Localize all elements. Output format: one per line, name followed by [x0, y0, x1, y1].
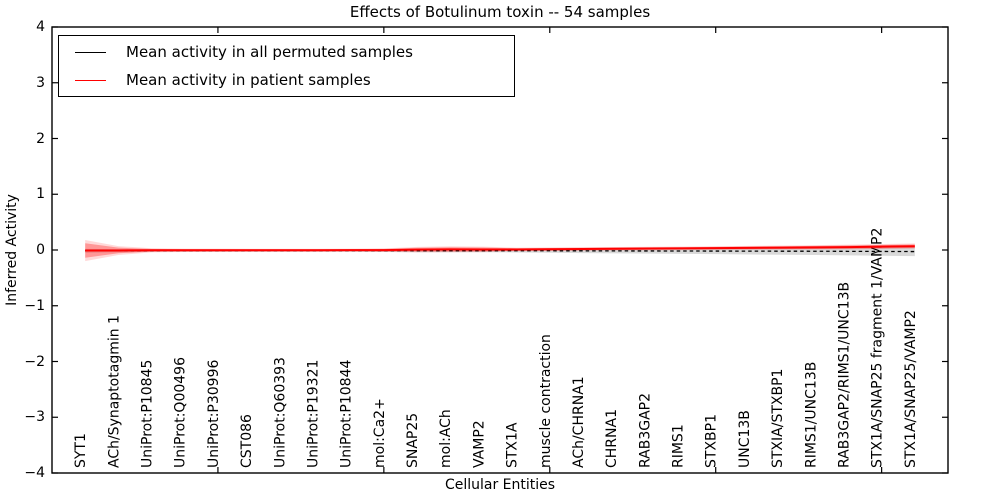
- chart-title: Effects of Botulinum toxin -- 54 samples: [349, 3, 651, 21]
- y-tick-label: −4: [24, 465, 45, 481]
- patient-mean-line: [85, 245, 915, 252]
- x-category-label: CHRNA1: [604, 409, 620, 468]
- x-category-label: UniProt:P10844: [339, 360, 355, 468]
- x-category-label: UniProt:P19321: [305, 360, 321, 468]
- patient-confidence-band-inner: [85, 243, 915, 258]
- y-tick-label: 1: [36, 186, 45, 203]
- x-category-label: ACh/Synaptotagmin 1: [106, 315, 122, 468]
- x-category-label: STX1A/SNAP25 fragment 1/VAMP2: [870, 228, 886, 468]
- x-category-label: RIMS1/UNC13B: [803, 362, 819, 468]
- x-category-label: STX1A: [505, 422, 521, 468]
- y-tick-label: 0: [36, 242, 45, 258]
- x-category-label: UniProt:P30996: [206, 360, 222, 468]
- y-tick-label: −3: [24, 409, 45, 426]
- x-category-label: STXBP1: [704, 414, 720, 468]
- x-category-label: muscle contraction: [538, 334, 554, 468]
- x-category-label: SYT1: [73, 433, 89, 468]
- y-tick-label: 3: [36, 74, 45, 91]
- x-category-label: mol:Ca2+: [372, 398, 388, 468]
- legend: Mean activity in all permuted samples Me…: [58, 35, 515, 97]
- patient-confidence-band-outer: [85, 239, 915, 262]
- x-category-label: mol:ACh: [438, 409, 454, 468]
- x-category-label: RAB3GAP2: [637, 393, 653, 468]
- patient-line-swatch: [75, 79, 106, 81]
- legend-item-permuted: Mean activity in all permuted samples: [75, 41, 514, 63]
- x-category-label: UniProt:Q00496: [173, 357, 189, 468]
- x-category-label: UniProt:P10845: [140, 360, 156, 468]
- y-tick-label: −1: [24, 297, 45, 314]
- legend-label-permuted: Mean activity in all permuted samples: [126, 43, 413, 61]
- x-category-label: RAB3GAP2/RIMS1/UNC13B: [836, 282, 852, 468]
- x-category-label: STXIA/STXBP1: [770, 369, 786, 468]
- x-axis-title: Cellular Entities: [444, 477, 556, 493]
- x-category-label: SNAP25: [405, 413, 421, 468]
- x-category-label: UniProt:Q60393: [272, 357, 288, 468]
- permuted-line-swatch: [75, 51, 106, 53]
- y-tick-label: −2: [24, 353, 45, 370]
- x-category-label: ACh/CHRNA1: [571, 376, 587, 468]
- y-tick-label: 2: [36, 130, 45, 147]
- x-category-label: VAMP2: [471, 420, 487, 468]
- x-category-label: STX1A/SNAP25/VAMP2: [903, 310, 919, 468]
- x-category-label: RIMS1: [671, 424, 687, 468]
- y-tick-label: 4: [36, 19, 45, 35]
- legend-label-patient: Mean activity in patient samples: [126, 71, 371, 89]
- x-category-label: CST086: [239, 414, 255, 468]
- x-category-label: UNC13B: [737, 410, 753, 468]
- legend-item-patient: Mean activity in patient samples: [75, 69, 514, 91]
